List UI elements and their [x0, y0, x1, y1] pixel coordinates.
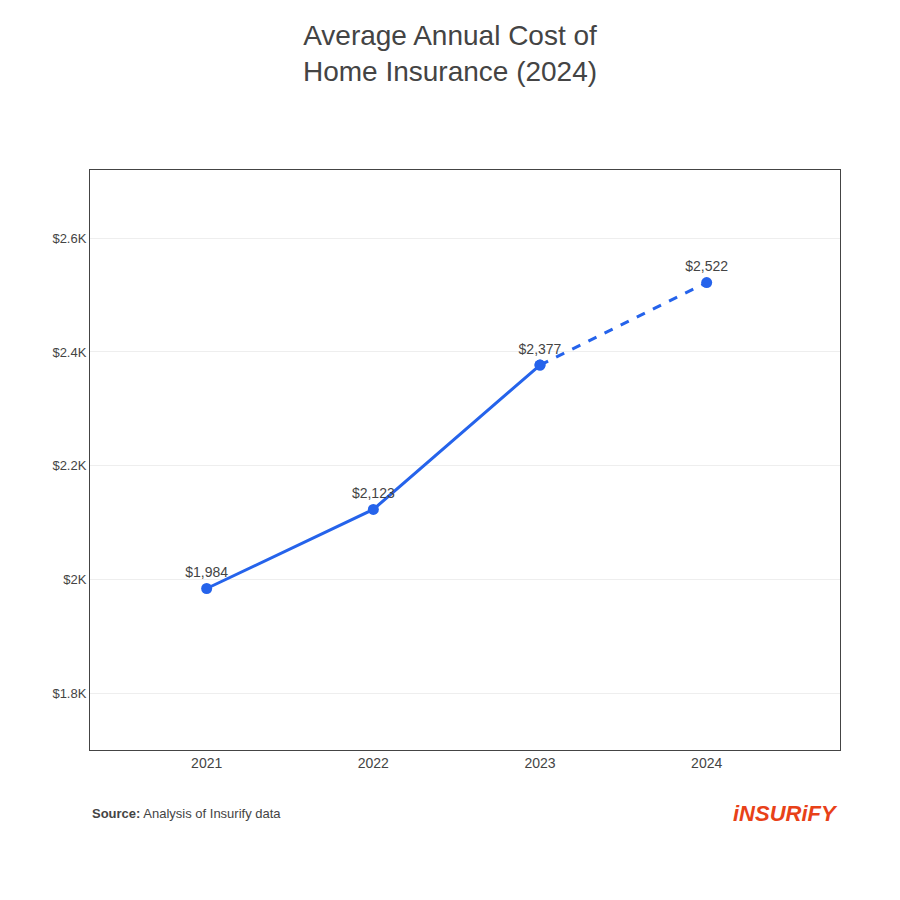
svg-text:$2,123: $2,123	[352, 485, 395, 501]
svg-text:$1,984: $1,984	[185, 564, 228, 580]
svg-text:$2,377: $2,377	[519, 341, 562, 357]
svg-text:$2.6K: $2.6K	[52, 231, 86, 246]
svg-text:2022: 2022	[358, 755, 389, 771]
svg-text:2021: 2021	[191, 755, 222, 771]
svg-text:$1.8K: $1.8K	[52, 686, 86, 701]
svg-text:Average Annual Cost ofHome Ins: Average Annual Cost ofHome Insurance (20…	[303, 20, 597, 87]
svg-text:$2,522: $2,522	[685, 258, 728, 274]
svg-text:2023: 2023	[524, 755, 555, 771]
svg-text:$2.2K: $2.2K	[52, 458, 86, 473]
svg-text:iNSURiFY: iNSURiFY	[733, 801, 838, 826]
svg-text:Source: Analysis of Insurify d: Source: Analysis of Insurify data	[92, 806, 281, 821]
svg-text:$2K: $2K	[63, 572, 86, 587]
svg-text:2024: 2024	[691, 755, 722, 771]
svg-text:$2.4K: $2.4K	[52, 345, 86, 360]
